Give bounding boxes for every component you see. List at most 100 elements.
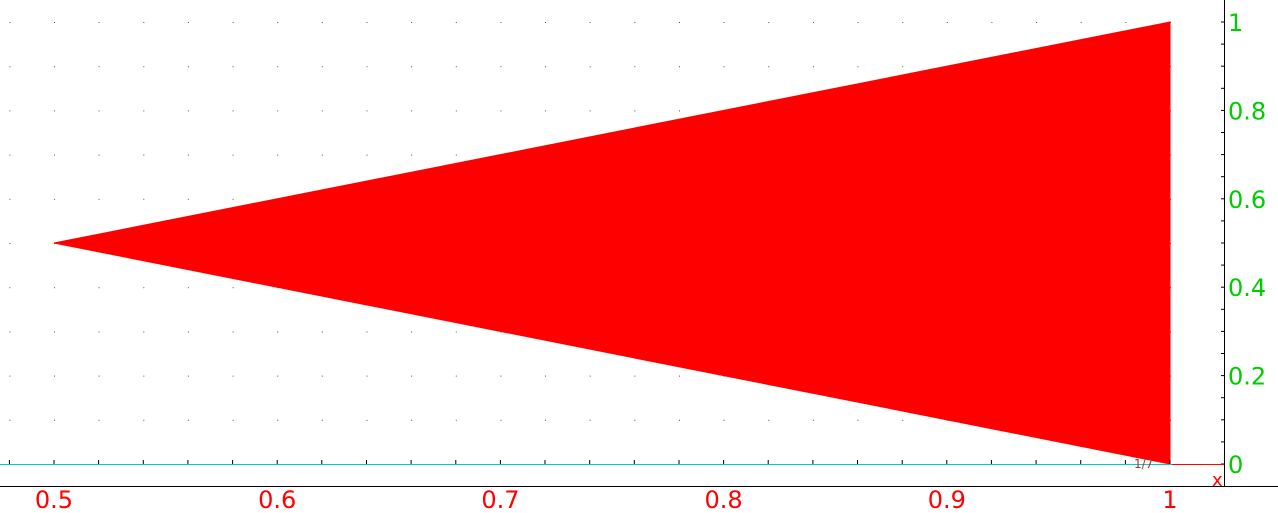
grid-dot xyxy=(187,331,189,333)
grid-dot xyxy=(902,66,904,68)
grid-dot xyxy=(143,22,145,23)
grid-dot xyxy=(143,331,145,333)
grid-dot xyxy=(232,419,234,421)
corner-note: 1/7 xyxy=(1134,457,1153,471)
grid-dot xyxy=(232,22,234,23)
grid-dot xyxy=(187,287,189,289)
x-tick-label: 1 xyxy=(1162,486,1177,513)
grid-dot xyxy=(9,419,11,421)
grid-dot xyxy=(455,22,457,23)
grid-dot xyxy=(902,22,904,23)
grid-dot xyxy=(187,22,189,23)
grid-dot xyxy=(9,66,11,68)
grid-dot xyxy=(98,110,100,112)
grid-dot xyxy=(634,110,636,112)
x-tick-label: 0.8 xyxy=(705,486,743,513)
grid-dot xyxy=(143,66,145,68)
grid-dot xyxy=(232,110,234,112)
grid-dot xyxy=(321,22,323,23)
grid-dot xyxy=(143,375,145,377)
y-tick-label: 0.2 xyxy=(1228,363,1266,391)
grid-dot xyxy=(54,22,55,23)
grid-dot xyxy=(98,154,100,156)
grid-dot xyxy=(455,110,457,112)
x-tick-label: 0.7 xyxy=(481,486,519,513)
grid-dot xyxy=(54,154,55,156)
grid-dot xyxy=(723,66,725,68)
grid-dot xyxy=(277,66,279,68)
grid-dot xyxy=(500,66,502,68)
grid-dot xyxy=(455,154,457,156)
grid-dot xyxy=(812,66,814,68)
grid-dot xyxy=(545,419,546,421)
grid-dot xyxy=(411,419,413,421)
grid-dot xyxy=(9,243,11,244)
grid-dot xyxy=(455,419,457,421)
grid-dot xyxy=(366,22,368,23)
grid-dot xyxy=(9,110,11,112)
grid-dot xyxy=(411,22,413,23)
grid-dot xyxy=(857,419,859,421)
grid-dot xyxy=(187,66,189,68)
grid-dot xyxy=(232,287,234,289)
grid-dot xyxy=(455,331,457,333)
grid-dot xyxy=(54,198,55,200)
grid-dot xyxy=(589,22,591,23)
grid-dot xyxy=(723,419,725,421)
grid-dot xyxy=(500,375,502,377)
grid-dot xyxy=(54,287,55,289)
grid-dot xyxy=(232,331,234,333)
grid-dot xyxy=(277,419,279,421)
grid-dot xyxy=(366,375,368,377)
grid-dot xyxy=(9,198,11,200)
grid-dot xyxy=(143,287,145,289)
grid-dot xyxy=(98,22,100,23)
grid-dot xyxy=(545,66,546,68)
grid-dot xyxy=(545,22,546,23)
grid-dot xyxy=(991,22,993,23)
grid-dot xyxy=(634,419,636,421)
grid-dot xyxy=(411,110,413,112)
grid-dot xyxy=(679,22,680,23)
filled-triangle-region xyxy=(53,21,1171,465)
grid-dot xyxy=(98,287,100,289)
grid-dot xyxy=(411,331,413,333)
grid-dot xyxy=(321,331,323,333)
y-tick-label: 0.4 xyxy=(1228,274,1266,302)
grid-dot xyxy=(366,154,368,156)
grid-dot xyxy=(634,375,636,377)
grid-dot xyxy=(232,198,234,200)
grid-dot xyxy=(634,66,636,68)
grid-dot xyxy=(321,419,323,421)
grid-dot xyxy=(54,110,55,112)
y-axis-ticks xyxy=(1221,21,1224,465)
grid-dot xyxy=(54,375,55,377)
grid-dot xyxy=(9,375,11,377)
grid-dot xyxy=(545,110,546,112)
grid-dot xyxy=(1080,22,1082,23)
grid-dot xyxy=(366,66,368,68)
grid-dot xyxy=(54,331,55,333)
grid-dot xyxy=(321,66,323,68)
grid-dot xyxy=(589,66,591,68)
grid-dot xyxy=(143,154,145,156)
grid-dot xyxy=(187,198,189,200)
grid-dot xyxy=(500,110,502,112)
grid-dot xyxy=(545,375,546,377)
grid-dot xyxy=(9,287,11,289)
grid-dot xyxy=(366,331,368,333)
grid-dot xyxy=(812,22,814,23)
grid-dot xyxy=(321,154,323,156)
x-tick-labels: 0.5 0.6 0.7 0.8 0.9 1 xyxy=(35,486,1178,513)
x-axis-ticks xyxy=(8,460,1171,464)
grid-dot xyxy=(143,198,145,200)
grid-dot xyxy=(589,110,591,112)
grid-dot xyxy=(857,66,859,68)
x-tick-label: 0.5 xyxy=(35,486,73,513)
grid-dot xyxy=(9,154,11,156)
grid-dot xyxy=(679,375,680,377)
grid-dot xyxy=(768,419,770,421)
grid-dot xyxy=(98,331,100,333)
grid-dot xyxy=(366,110,368,112)
grid-dot xyxy=(946,22,948,23)
